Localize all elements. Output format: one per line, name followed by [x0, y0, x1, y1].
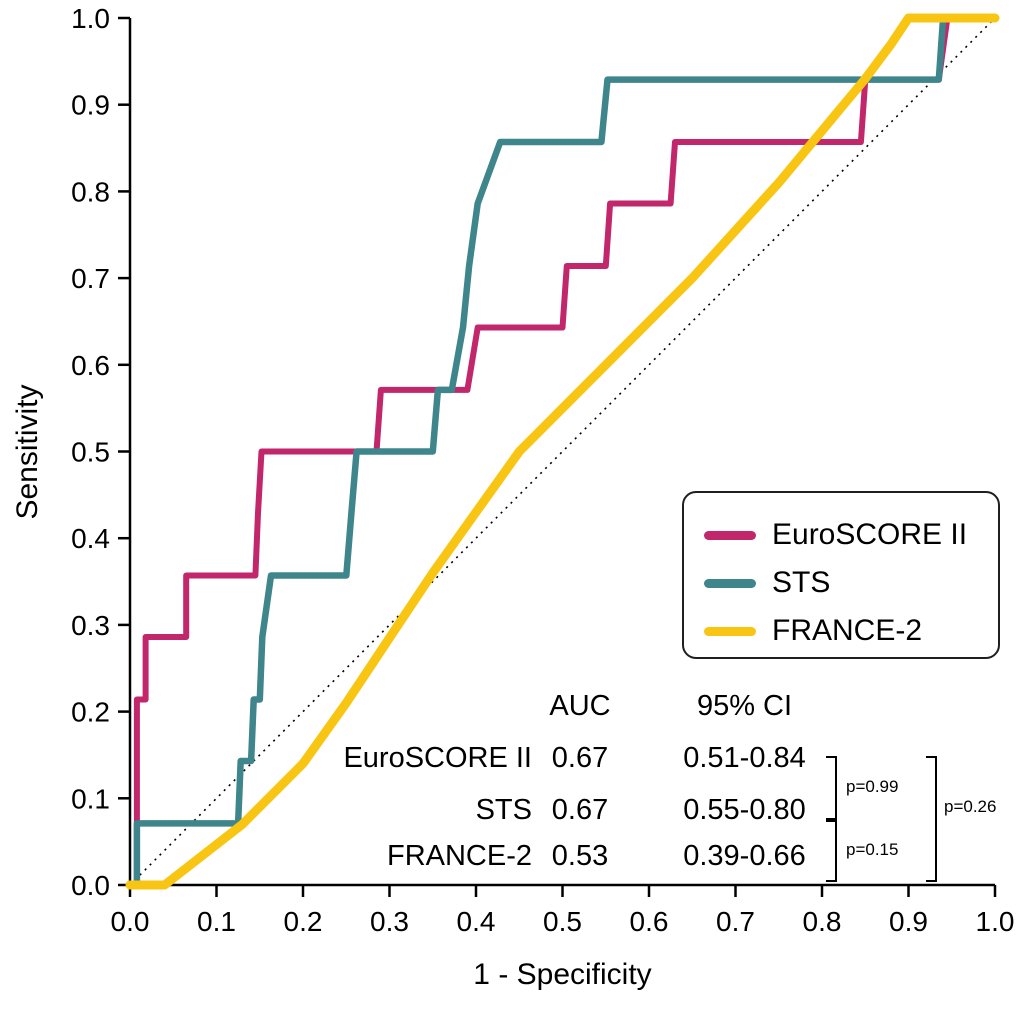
legend-box: EuroSCORE II STS FRANCE-2: [682, 491, 1000, 659]
svg-text:0.7: 0.7: [71, 263, 110, 294]
svg-text:0.3: 0.3: [370, 906, 409, 937]
stats-row-label: STS: [475, 794, 532, 826]
p-value-sts-france2: p=0.15: [846, 840, 899, 859]
svg-text:0.5: 0.5: [71, 437, 110, 468]
svg-text:0.9: 0.9: [889, 906, 928, 937]
svg-text:0.6: 0.6: [71, 350, 110, 381]
p-value-euroscore-france2: p=0.26: [944, 797, 997, 816]
stats-row-label: EuroSCORE II: [343, 742, 532, 774]
svg-text:0.1: 0.1: [71, 783, 110, 814]
stats-row-label: FRANCE-2: [386, 840, 532, 872]
svg-text:0.8: 0.8: [71, 176, 110, 207]
svg-text:0.0: 0.0: [71, 870, 110, 901]
stats-header-auc: AUC: [549, 690, 611, 722]
sts-line-swatch: [704, 578, 756, 588]
svg-text:1.0: 1.0: [71, 3, 110, 34]
p-value-bracket-sts-france2: [826, 820, 837, 882]
svg-text:1.0: 1.0: [976, 906, 1015, 937]
svg-text:0.4: 0.4: [71, 523, 110, 554]
svg-text:0.3: 0.3: [71, 610, 110, 641]
legend-label-euroscore: EuroSCORE II: [772, 518, 968, 551]
legend-item-euroscore: EuroSCORE II: [704, 513, 998, 557]
svg-text:0.9: 0.9: [71, 90, 110, 121]
p-value-bracket-euroscore-france2: [926, 756, 937, 882]
p-value-bracket-euroscore-sts: [826, 756, 837, 820]
legend-item-sts: STS: [704, 561, 998, 605]
svg-text:0.4: 0.4: [457, 906, 496, 937]
euroscore-line-swatch: [704, 530, 756, 540]
svg-text:0.8: 0.8: [803, 906, 842, 937]
svg-text:0.6: 0.6: [630, 906, 669, 937]
legend-item-france2: FRANCE-2: [704, 609, 998, 653]
svg-text:0.2: 0.2: [284, 906, 323, 937]
svg-text:0.0: 0.0: [111, 906, 150, 937]
svg-text:0.5: 0.5: [543, 906, 582, 937]
p-value-euroscore-sts: p=0.99: [846, 777, 899, 796]
stats-row-auc: 0.67: [551, 794, 609, 826]
stats-row-ci: 0.39-0.66: [683, 840, 806, 872]
stats-header-ci: 95% CI: [696, 690, 793, 722]
svg-text:0.2: 0.2: [71, 697, 110, 728]
y-axis-title: Sensitivity: [11, 384, 44, 520]
stats-row-ci: 0.55-0.80: [683, 794, 806, 826]
legend-label-france2: FRANCE-2: [772, 614, 923, 647]
svg-text:0.1: 0.1: [197, 906, 236, 937]
stats-row-ci: 0.51-0.84: [683, 742, 806, 774]
legend-label-sts: STS: [772, 566, 831, 599]
france2-line-swatch: [704, 626, 756, 636]
stats-row-auc: 0.53: [551, 840, 609, 872]
stats-row-auc: 0.67: [551, 742, 609, 774]
x-axis-title: 1 - Specificity: [473, 958, 652, 991]
svg-text:0.7: 0.7: [716, 906, 755, 937]
